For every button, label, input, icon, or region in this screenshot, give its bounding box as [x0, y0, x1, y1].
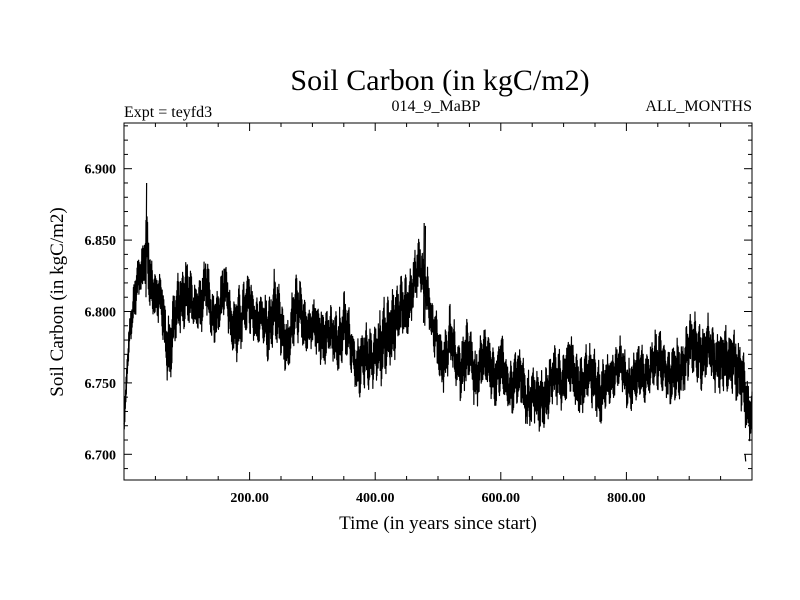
subtitle-months: ALL_MONTHS: [645, 98, 752, 115]
chart-title: Soil Carbon (in kgC/m2): [290, 64, 589, 97]
x-tick-label: 600.00: [482, 491, 521, 506]
series-layer: [123, 182, 753, 462]
y-axis-label: Soil Carbon (in kgC/m2): [47, 207, 68, 396]
subtitle-expt: Expt = teyfd3: [124, 104, 212, 121]
x-axis: 200.00 400.00 600.00 800.00: [154, 123, 722, 506]
y-tick-label: 6.800: [85, 305, 117, 320]
soil-carbon-line: [123, 182, 753, 462]
y-tick-label: 6.750: [85, 377, 117, 392]
x-axis-label: Time (in years since start): [339, 513, 537, 534]
x-tick-label: 800.00: [607, 491, 646, 506]
y-tick-label: 6.900: [85, 163, 117, 178]
x-tick-label: 400.00: [356, 491, 395, 506]
x-tick-label: 200.00: [230, 491, 269, 506]
y-tick-label: 6.850: [85, 234, 117, 249]
y-tick-label: 6.700: [85, 448, 117, 463]
y-axis: 6.700 6.750 6.800 6.850 6.900: [85, 125, 752, 470]
subtitle-period: 014_9_MaBP: [392, 98, 481, 115]
